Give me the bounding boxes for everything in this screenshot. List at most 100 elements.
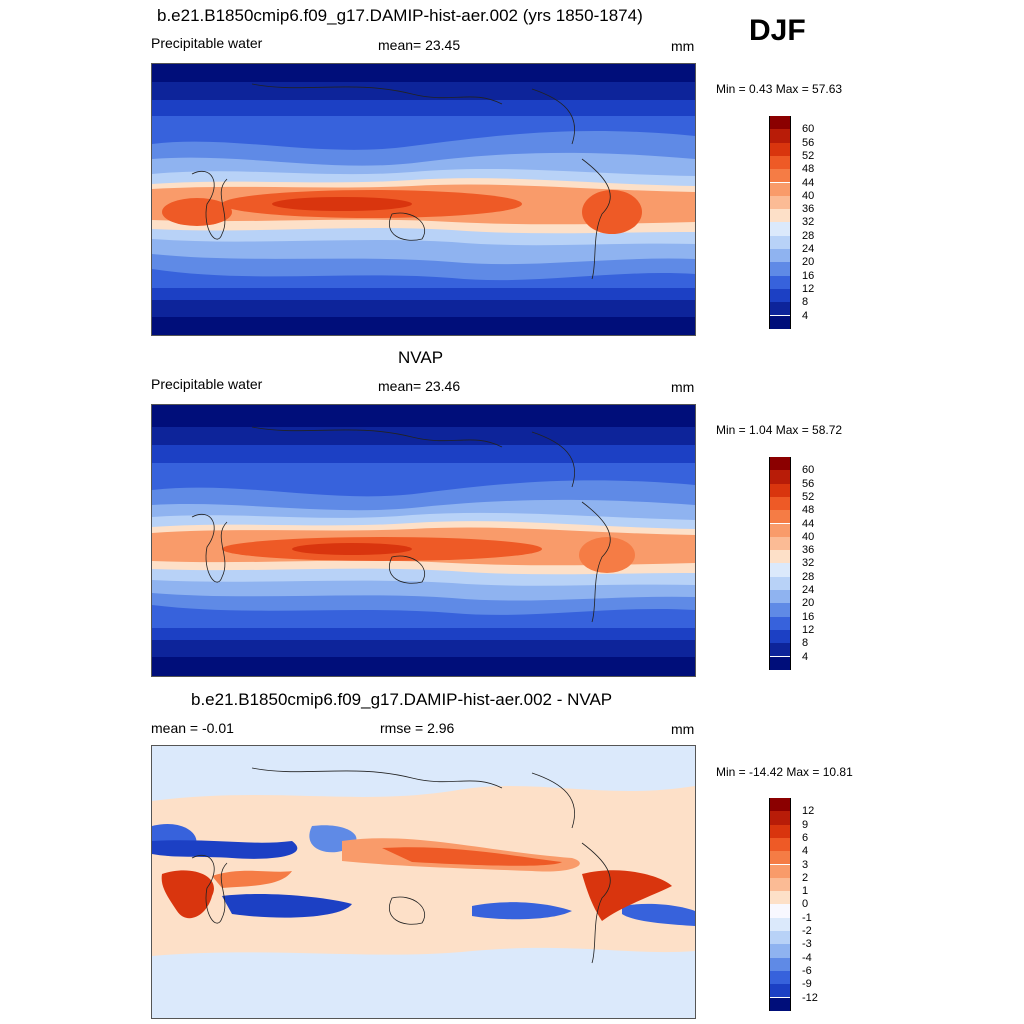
panel2-colorbar-swatch xyxy=(769,550,791,564)
panel3-colorbar-swatch xyxy=(769,877,791,892)
panel2-colorbar-label: 28 xyxy=(802,570,815,583)
panel1-map-svg xyxy=(152,64,695,335)
panel2-colorbar-label: 12 xyxy=(802,623,815,636)
panel3-colorbar-label: 12 xyxy=(802,805,815,818)
panel2-map xyxy=(151,404,696,677)
panel3-colorbar: 12 9 6 4 3 2 1 0 -1 -2 -3 -4 -6 -9 -12 xyxy=(769,798,829,1011)
panel3-units-label: mm xyxy=(671,721,695,737)
panel3-colorbar-label: -6 xyxy=(802,964,812,977)
panel3-colorbar-label: -3 xyxy=(802,938,812,951)
panel1-colorbar-label: 4 xyxy=(802,309,809,322)
panel3-colorbar-label: -2 xyxy=(802,925,812,937)
panel2-colorbar-swatch xyxy=(769,523,791,537)
panel2-colorbar-label: 8 xyxy=(802,637,809,650)
panel3-colorbar-swatch xyxy=(769,811,791,825)
panel2-colorbar-swatch xyxy=(769,457,791,471)
panel3-rmse-label: rmse = 2.96 xyxy=(380,720,455,736)
panel2-colorbar-label: 4 xyxy=(802,650,809,663)
panel1-colorbar-swatch xyxy=(769,249,791,263)
panel1-colorbar-label: 36 xyxy=(802,203,815,216)
panel1-colorbar-swatch xyxy=(769,262,791,276)
panel2-colorbar-swatch xyxy=(769,510,791,524)
panel1-title: b.e21.B1850cmip6.f09_g17.DAMIP-hist-aer.… xyxy=(157,6,643,25)
panel3-colorbar-swatch xyxy=(769,970,791,985)
panel1-colorbar-label: 12 xyxy=(802,282,815,295)
panel1-colorbar-swatch xyxy=(769,315,791,329)
panel3-colorbar-swatch xyxy=(769,864,791,878)
panel2-colorbar-label: 24 xyxy=(802,584,815,596)
panel2-colorbar-label: 60 xyxy=(802,464,815,477)
panel3-colorbar-label: -4 xyxy=(802,951,812,964)
panel1-colorbar-swatch xyxy=(769,155,791,170)
panel1-colorbar-label: 48 xyxy=(802,163,815,176)
panel1-colorbar-label: 16 xyxy=(802,269,815,282)
panel2-colorbar-label: 36 xyxy=(802,544,815,557)
panel3-map xyxy=(151,745,696,1019)
panel1-colorbar-label: 40 xyxy=(802,189,815,202)
panel3-colorbar-swatch xyxy=(769,904,791,918)
panel3-colorbar-swatch xyxy=(769,984,791,998)
panel3-colorbar-label: -1 xyxy=(802,911,812,924)
panel3-colorbar-label: 3 xyxy=(802,858,809,871)
panel2-units-label: mm xyxy=(671,379,695,395)
panel2-colorbar-swatch xyxy=(769,616,791,630)
panel1-colorbar-swatch xyxy=(769,129,791,143)
panel2-title: NVAP xyxy=(398,348,444,367)
panel2-colorbar-swatch xyxy=(769,590,791,604)
panel1-colorbar-label: 24 xyxy=(802,243,815,255)
panel1-colorbar-swatch xyxy=(769,302,791,316)
panel2-colorbar-swatch xyxy=(769,603,791,617)
panel1-colorbar-swatch xyxy=(769,209,791,223)
panel1-colorbar-label: 60 xyxy=(802,123,815,136)
panel3-colorbar-label: -12 xyxy=(802,991,818,1004)
panel3-colorbar-label: 0 xyxy=(802,898,809,911)
panel2-colorbar-label: 20 xyxy=(802,597,815,610)
panel3-minmax-label: Min = -14.42 Max = 10.81 xyxy=(716,765,853,779)
panel2-colorbar: 60 56 52 48 44 40 36 32 28 24 20 16 12 8… xyxy=(769,457,829,670)
panel1-colorbar-swatch xyxy=(769,169,791,183)
panel3-colorbar-swatch xyxy=(769,824,791,838)
panel1-mean-label: mean= 23.45 xyxy=(378,37,461,53)
panel1-units-label: mm xyxy=(671,38,695,54)
panel2-colorbar-swatch xyxy=(769,536,791,551)
panel1-colorbar-label: 8 xyxy=(802,296,809,309)
panel2-colorbar-label: 56 xyxy=(802,477,815,490)
panel3-colorbar-swatch xyxy=(769,851,791,865)
panel3-mean-label: mean = -0.01 xyxy=(151,720,234,736)
panel2-colorbar-label: 48 xyxy=(802,504,815,517)
panel2-colorbar-swatch xyxy=(769,496,791,511)
panel1-colorbar-label: 56 xyxy=(802,136,815,149)
panel1-colorbar-swatch xyxy=(769,275,791,289)
panel3-colorbar-swatch xyxy=(769,997,791,1011)
panel1-colorbar-swatch xyxy=(769,222,791,236)
panel2-colorbar-swatch xyxy=(769,643,791,657)
panel2-minmax-label: Min = 1.04 Max = 58.72 xyxy=(716,423,843,437)
panel2-variable-label: Precipitable water xyxy=(151,376,263,392)
panel2-mean-label: mean= 23.46 xyxy=(378,378,461,394)
panel3-colorbar-swatch xyxy=(769,944,791,958)
panel3-map-svg xyxy=(152,746,695,1018)
panel3-colorbar-label: -9 xyxy=(802,978,812,991)
panel1-colorbar-swatch xyxy=(769,195,791,210)
panel1-colorbar-label: 52 xyxy=(802,149,815,162)
panel3-colorbar-swatch xyxy=(769,837,791,852)
panel2-colorbar-swatch xyxy=(769,656,791,670)
panel1-colorbar-swatch xyxy=(769,288,791,303)
panel2-colorbar-swatch xyxy=(769,470,791,484)
panel3-colorbar-swatch xyxy=(769,798,791,812)
panel3-title: b.e21.B1850cmip6.f09_g17.DAMIP-hist-aer.… xyxy=(191,690,613,709)
panel1-colorbar-swatch xyxy=(769,116,791,130)
panel2-colorbar-label: 52 xyxy=(802,490,815,503)
panel1-map xyxy=(151,63,696,336)
panel2-colorbar-label: 40 xyxy=(802,530,815,543)
panel3-colorbar-label: 2 xyxy=(802,871,809,884)
panel3-colorbar-label: 9 xyxy=(802,818,809,831)
panel2-colorbar-label: 32 xyxy=(802,557,815,570)
panel2-colorbar-swatch xyxy=(769,576,791,590)
season-label: DJF xyxy=(749,14,806,47)
panel1-variable-label: Precipitable water xyxy=(151,35,263,51)
panel3-colorbar-swatch xyxy=(769,931,791,945)
panel1-colorbar-swatch xyxy=(769,235,791,249)
panel2-colorbar-swatch xyxy=(769,629,791,644)
panel1-colorbar-label: 44 xyxy=(802,176,815,189)
